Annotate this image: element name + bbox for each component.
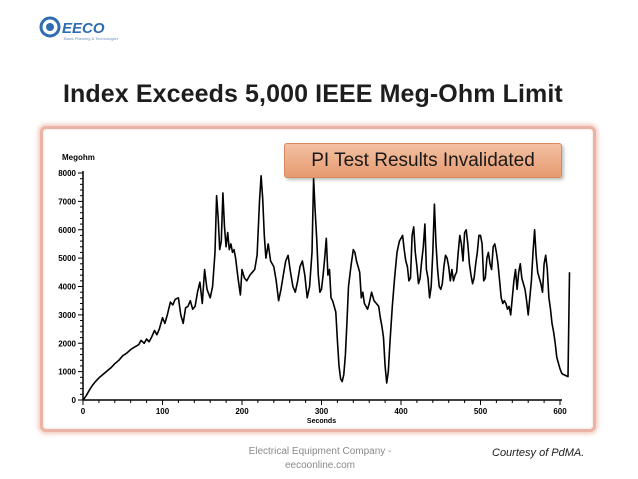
y-tick-label: 2000	[58, 339, 76, 348]
x-tick-label: 200	[235, 407, 249, 416]
megohm-series-line	[82, 175, 571, 401]
courtesy-note: Courtesy of PdMA.	[492, 447, 585, 459]
eeco-logo: EECO Basic Planning & Technologies	[38, 14, 118, 44]
x-tick-label: 100	[156, 407, 170, 416]
megohm-line-chart: 0 1000 2000 3000 4000 5000 6000 7000 8000 0 100 200…	[58, 153, 571, 423]
svg-text:Basic Planning & Technologies: Basic Planning & Technologies	[64, 36, 118, 41]
svg-text:EECO: EECO	[62, 20, 105, 37]
x-axis-label: Seconds	[307, 418, 336, 423]
y-axis-label: Megohm	[62, 153, 95, 162]
y-tick-label: 7000	[58, 197, 76, 206]
y-tick-label: 4000	[58, 283, 76, 292]
x-tick-label: 300	[315, 407, 329, 416]
footer-website: eecoonline.com	[284, 460, 356, 471]
footer-company: Electrical Equipment Company -	[248, 446, 392, 457]
y-tick-label: 3000	[58, 311, 76, 320]
x-tick-label: 400	[394, 407, 408, 416]
y-tick-label: 1000	[58, 368, 76, 377]
x-tick-label: 0	[81, 407, 86, 416]
y-tick-label: 5000	[58, 254, 76, 263]
callout-label: PI Test Results Invalidated	[284, 143, 562, 178]
x-tick-label: 500	[474, 407, 488, 416]
y-tick-label: 8000	[58, 169, 76, 178]
x-tick-label: 600	[553, 407, 567, 416]
slide-title: Index Exceeds 5,000 IEEE Meg-Ohm Limit	[63, 80, 563, 108]
footer-text: Electrical Equipment Company - eecoonlin…	[228, 445, 412, 473]
y-tick-label: 6000	[58, 226, 76, 235]
y-tick-label: 0	[72, 396, 77, 405]
